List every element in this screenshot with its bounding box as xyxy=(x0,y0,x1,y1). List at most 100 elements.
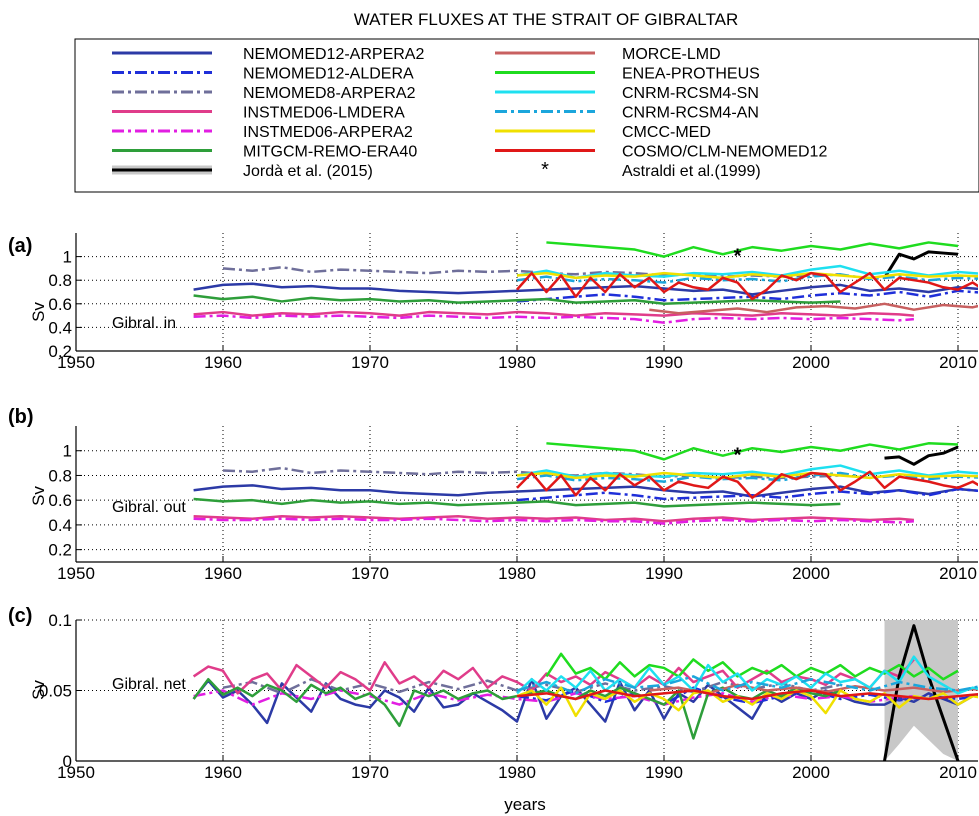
x-tick-label: 2010 xyxy=(939,353,977,372)
legend-marker-star: * xyxy=(541,159,549,181)
legend-label: MORCE-LMD xyxy=(622,46,721,63)
y-tick-label: 0 xyxy=(63,752,72,771)
x-tick-label: 2000 xyxy=(792,564,830,583)
legend-label: CNRM-RCSM4-AN xyxy=(622,105,759,122)
x-tick-label: 2000 xyxy=(792,763,830,782)
legend-label: NEMOMED12-ALDERA xyxy=(243,66,414,83)
legend-item-instmed06-lmdera: INSTMED06-LMDERA xyxy=(112,105,405,122)
y-tick-label: 0.8 xyxy=(48,271,72,290)
y-tick-label: 0.1 xyxy=(48,611,72,630)
legend-item-cnrm-rcsm4-an: CNRM-RCSM4-AN xyxy=(495,105,759,122)
legend: NEMOMED12-ARPERA2 NEMOMED12-ALDERA NEMOMED… xyxy=(112,46,827,181)
legend-label: MITGCM-REMO-ERA40 xyxy=(243,144,417,161)
y-tick-label: 0.2 xyxy=(48,342,72,361)
series-line-instmed06-lmdera xyxy=(193,515,915,523)
series-line-nemomed12-aldera xyxy=(516,289,978,303)
x-tick-label: 1990 xyxy=(645,763,683,782)
x-tick-label: 2000 xyxy=(792,353,830,372)
legend-item-enea-protheus: ENEA-PROTHEUS xyxy=(495,66,760,83)
legend-box xyxy=(74,38,979,193)
panel-annotation: Gibral. in xyxy=(112,315,176,332)
legend-item-astraldi-et-al-1999: * Astraldi et al.(1999) xyxy=(541,159,761,181)
x-tick-label: 1990 xyxy=(645,353,683,372)
panel-b-ylabel: Sv xyxy=(29,486,48,506)
series-line-cnrm-rcsm4-an xyxy=(516,273,978,284)
marker-astraldi-et-al-1999: * xyxy=(734,245,742,267)
panel-annotation: Gibral. out xyxy=(112,499,186,516)
x-tick-label: 1970 xyxy=(351,564,389,583)
series-line-instmed06-lmdera xyxy=(193,310,915,317)
chart-title: WATER FLUXES AT THE STRAIT OF GIBRALTAR xyxy=(354,10,738,29)
legend-label: CNRM-RCSM4-SN xyxy=(622,85,759,102)
x-tick-label: 1960 xyxy=(204,564,242,583)
series-line-cnrm-rcsm4-an xyxy=(516,675,978,695)
y-tick-label: 0.4 xyxy=(48,516,72,535)
y-tick-label: 1 xyxy=(63,248,72,267)
legend-label: NEMOMED12-ARPERA2 xyxy=(243,46,424,63)
x-tick-label: 2010 xyxy=(939,564,977,583)
x-tick-label: 1980 xyxy=(498,564,536,583)
series-line-mitgcm-remo-era40 xyxy=(193,294,841,306)
legend-item-jord-et-al-2015: Jordà et al. (2015) xyxy=(112,163,373,180)
plot-area xyxy=(192,620,978,761)
series-line-cnrm-rcsm4-an xyxy=(516,471,978,483)
uncertainty-band-jord-et-al-2015 xyxy=(884,620,958,761)
panel-b-gibraltar-out: * 1950 1960 1970 1980 1990 2000 2010 0.2 0.4 0.6 0.… xyxy=(48,426,978,583)
legend-item-instmed06-arpera2: INSTMED06-ARPERA2 xyxy=(112,124,413,141)
series-line-cmcc-med xyxy=(516,686,978,718)
legend-label: NEMOMED8-ARPERA2 xyxy=(243,85,416,102)
legend-label: ENEA-PROTHEUS xyxy=(622,66,760,83)
panel-c-label: (c) xyxy=(8,605,32,627)
series-line-cnrm-rcsm4-sn xyxy=(516,655,978,695)
x-tick-label: 1950 xyxy=(57,353,95,372)
legend-item-morce-lmd: MORCE-LMD xyxy=(495,46,721,63)
x-tick-label: 1980 xyxy=(498,353,536,372)
series-line-cnrm-rcsm4-sn xyxy=(516,464,978,478)
x-tick-label: 1960 xyxy=(204,763,242,782)
legend-label: INSTMED06-LMDERA xyxy=(243,105,405,122)
legend-label: Astraldi et al.(1999) xyxy=(622,163,761,180)
legend-item-nemomed12-aldera: NEMOMED12-ALDERA xyxy=(112,66,414,83)
x-axis-label: years xyxy=(504,795,546,814)
series-line-nemomed12-aldera xyxy=(516,487,978,502)
x-tick-label: 1970 xyxy=(351,763,389,782)
series-line-cmcc-med xyxy=(516,471,978,480)
legend-label: COSMO/CLM-NEMOMED12 xyxy=(622,144,827,161)
series-line-jord-et-al-2015 xyxy=(884,445,959,466)
y-tick-label: 0.2 xyxy=(48,541,72,560)
series-line-cosmo-clm-nemomed12 xyxy=(516,470,978,499)
panel-annotation: Gibral. net xyxy=(112,676,186,693)
series-line-jord-et-al-2015 xyxy=(883,250,959,279)
series-line-nemomed12-arpera2 xyxy=(193,282,978,296)
series-line-nemomed12-arpera2 xyxy=(192,677,978,725)
panel-c-ylabel: Sv xyxy=(29,680,48,700)
y-tick-label: 0.6 xyxy=(48,491,72,510)
y-tick-label: 1 xyxy=(63,442,72,461)
legend-label: CMCC-MED xyxy=(622,124,711,141)
series-line-cosmo-clm-nemomed12 xyxy=(516,271,978,301)
panel-a-label: (a) xyxy=(8,235,32,257)
legend-item-cmcc-med: CMCC-MED xyxy=(495,124,711,141)
y-tick-label: 0.6 xyxy=(48,295,72,314)
series-line-instmed06-arpera2 xyxy=(193,517,915,525)
series-line-instmed06-arpera2 xyxy=(193,314,915,324)
panel-b-label: (b) xyxy=(8,406,34,428)
series-line-morce-lmd xyxy=(649,302,978,315)
series-line-enea-protheus xyxy=(545,652,959,681)
plot-area xyxy=(193,442,978,525)
x-tick-label: 1970 xyxy=(351,353,389,372)
plot-area xyxy=(193,241,978,324)
legend-item-cosmo-clm-nemomed12: COSMO/CLM-NEMOMED12 xyxy=(495,144,827,161)
series-line-instmed06-arpera2 xyxy=(193,689,915,706)
x-tick-label: 1960 xyxy=(204,353,242,372)
y-tick-label: 0.05 xyxy=(39,682,72,701)
x-tick-label: 2010 xyxy=(939,763,977,782)
series-line-mitgcm-remo-era40 xyxy=(193,497,841,508)
series-line-cmcc-med xyxy=(516,271,978,280)
panel-c-gibraltar-net: 1950 1960 1970 1980 1990 2000 2010 0 0.05 0.1 Gibr… xyxy=(39,611,978,782)
series-line-nemomed12-arpera2 xyxy=(193,484,978,498)
x-tick-label: 1950 xyxy=(57,564,95,583)
y-tick-label: 0.4 xyxy=(48,318,72,337)
x-tick-label: 1980 xyxy=(498,763,536,782)
